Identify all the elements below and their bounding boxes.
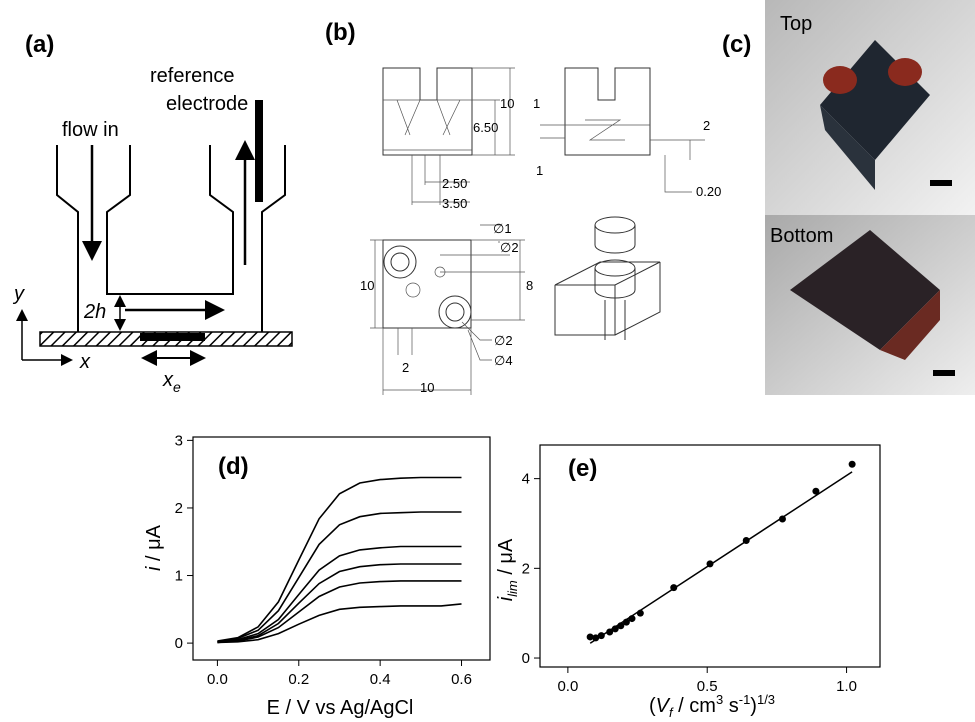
drawing (406, 283, 420, 297)
label: flow in (62, 119, 119, 141)
channel-wall (262, 145, 285, 332)
dimension: ∅1 (493, 221, 512, 236)
x-axis-label: E / V vs Ag/AgCl (267, 697, 414, 719)
label-part: -1 (739, 692, 751, 707)
reference-electrode (255, 100, 263, 202)
y-tick-label: 2 (175, 500, 183, 517)
drawing (391, 253, 409, 271)
curve (217, 478, 461, 642)
drawing (384, 246, 416, 278)
data-point (849, 461, 856, 468)
drawing (565, 68, 650, 155)
drawing (383, 100, 472, 150)
dimension: 10 (500, 96, 514, 111)
dimension: ∅2 (500, 240, 519, 255)
label: x (79, 351, 91, 373)
x-tick-label: 0.5 (697, 678, 718, 695)
data-point (670, 584, 677, 591)
label-part: / μA (495, 538, 517, 580)
x-tick-label: 0.0 (207, 671, 228, 688)
curve (217, 564, 461, 642)
data-point (812, 488, 819, 495)
label-part: e (173, 379, 181, 395)
y-tick-label: 2 (522, 560, 530, 577)
dimension: 3.50 (442, 196, 467, 211)
x-axis-label: (Vf / cm3 s-1)1/3 (649, 692, 775, 720)
dimension: 6.50 (473, 120, 498, 135)
dimension-line (472, 68, 515, 155)
drawing (383, 240, 471, 328)
y-tick-label: 0 (522, 650, 530, 667)
dimension: 8 (526, 278, 533, 293)
figure: (a) reference electrode flow in 2h y x x… (0, 0, 975, 722)
label-part: 1/3 (757, 692, 775, 707)
y-tick-label: 1 (175, 568, 183, 585)
panel-label: (e) (568, 455, 597, 482)
x-tick-label: 0.6 (451, 671, 472, 688)
dimension: 2 (402, 360, 409, 375)
label: xe (162, 369, 181, 395)
working-electrode (140, 333, 205, 341)
y-axis-label: ilim / μA (495, 538, 520, 601)
panel-label: (c) (722, 31, 751, 58)
channel-wall (57, 145, 78, 332)
scale-bar (930, 180, 952, 186)
dimension: 10 (420, 380, 434, 395)
panel-b: (b) 10 6.50 1 1 2 2.50 3.50 0.20 10 ∅1 ∅… (325, 19, 721, 395)
dimension: 10 (360, 278, 374, 293)
data-point (598, 632, 605, 639)
photo-object (888, 58, 922, 86)
photo-object (823, 66, 857, 94)
y-tick-label: 0 (175, 635, 183, 652)
x-tick-label: 0.0 (557, 678, 578, 695)
y-axis-label: i / μA (143, 524, 165, 571)
panel-a: (a) reference electrode flow in 2h y x x… (12, 31, 292, 395)
y-tick-label: 4 (522, 471, 530, 488)
label-part: s (723, 695, 739, 717)
dimension: 2 (703, 118, 710, 133)
label: reference (150, 65, 235, 87)
curve (217, 581, 461, 643)
data-point (707, 560, 714, 567)
label-part: / cm (673, 695, 716, 717)
panel-c: (c) Top Bottom (722, 0, 975, 395)
dimension: 2.50 (442, 176, 467, 191)
data-point (779, 516, 786, 523)
label-part: / μA (143, 524, 165, 566)
data-point (743, 537, 750, 544)
data-point (628, 615, 635, 622)
panel-label: (d) (218, 453, 249, 480)
iso-drawing (555, 262, 660, 335)
panel-label: (b) (325, 19, 356, 46)
x-tick-label: 0.4 (370, 671, 391, 688)
drawing (439, 296, 471, 328)
label: electrode (166, 93, 248, 115)
label-part: lim (505, 580, 520, 597)
data-point (637, 610, 644, 617)
panel-label: (a) (25, 31, 54, 58)
x-tick-label: 0.2 (288, 671, 309, 688)
curve (217, 512, 461, 642)
x-tick-label: 1.0 (836, 678, 857, 695)
iso-drawing (595, 217, 635, 233)
label: y (12, 283, 25, 305)
label: 2h (83, 301, 106, 323)
label: Top (780, 13, 812, 35)
dimension: 1 (536, 163, 543, 178)
dimension: 0.20 (696, 184, 721, 199)
curve (217, 547, 461, 642)
dimension: ∅2 (494, 333, 513, 348)
label: Bottom (770, 225, 833, 247)
drawing (383, 68, 472, 155)
y-tick-label: 3 (175, 432, 183, 449)
dimension: 1 (533, 96, 540, 111)
iso-drawing (595, 225, 635, 253)
label-part: ) (750, 695, 757, 717)
dimension: ∅4 (494, 353, 513, 368)
scale-bar (933, 370, 955, 376)
drawing (446, 303, 464, 321)
channel-wall (107, 145, 233, 294)
